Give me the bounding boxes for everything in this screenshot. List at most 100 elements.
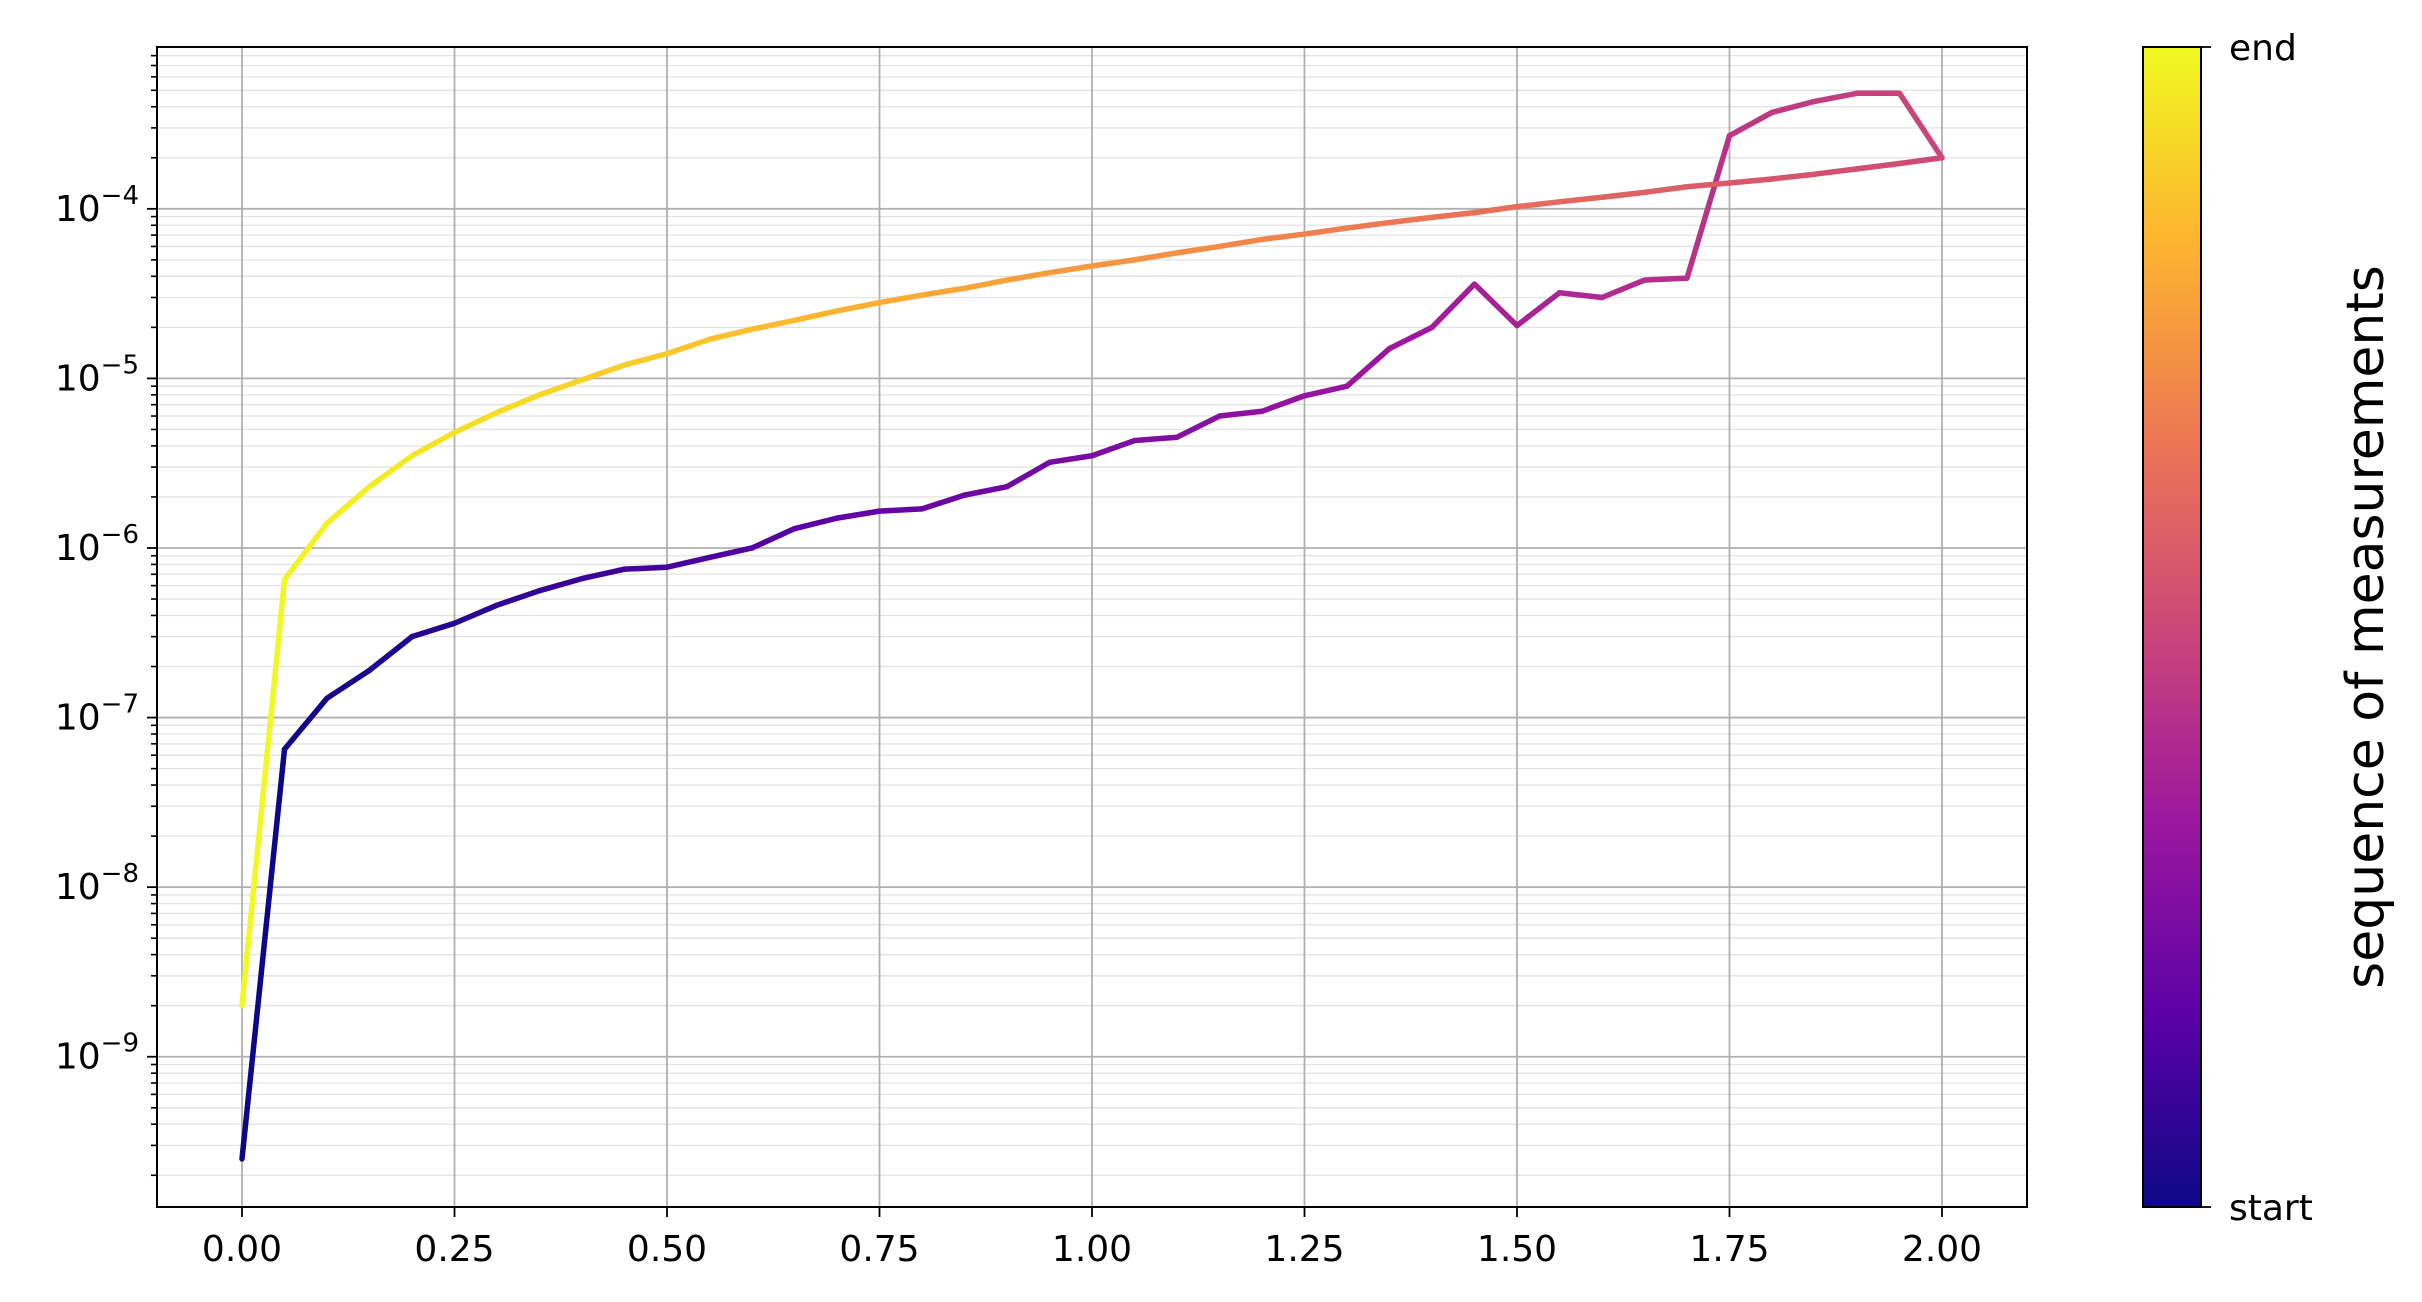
colorbar-label: sequence of measurements	[2336, 265, 2396, 989]
colorbar: end start sequence of measurements	[2142, 28, 2396, 1229]
series-segment	[1896, 155, 1945, 167]
colorbar-bar	[2142, 46, 2202, 1208]
series-segment	[621, 350, 670, 368]
series-segment	[1599, 277, 1648, 301]
series-segment	[1811, 166, 1860, 177]
y-tick-label: 10−6	[55, 520, 139, 569]
series-segment	[1344, 345, 1393, 389]
series-segment	[409, 429, 458, 459]
x-tick-label: 0.50	[627, 1229, 707, 1270]
series-segment	[1174, 413, 1223, 440]
series-segment	[1301, 383, 1350, 399]
series-segment	[791, 308, 840, 324]
x-tick-label: 1.25	[1264, 1229, 1344, 1270]
series-segment	[579, 566, 628, 582]
series-segment	[1726, 109, 1775, 139]
y-tick-label: 10−9	[55, 1029, 139, 1078]
series-segment	[1641, 275, 1690, 283]
series-segment	[749, 317, 798, 332]
series-segment	[919, 285, 968, 298]
plot-area: 0.00 0.25 0.50 0.75 1.00 1.25 1.50 1.75 2.00 10−9…	[55, 46, 2028, 1270]
x-tick-label: 0.25	[414, 1229, 494, 1270]
series-segment	[1046, 263, 1095, 276]
series-segment	[664, 554, 713, 570]
series-segment	[1089, 437, 1138, 459]
series-segment	[1811, 90, 1860, 105]
series-segment	[664, 336, 713, 357]
series-segment	[621, 564, 670, 572]
series-segment	[324, 483, 373, 526]
series-segment	[1684, 132, 1733, 281]
series-segment	[1004, 269, 1053, 283]
series-segment	[1471, 281, 1520, 329]
series-segment	[451, 409, 500, 436]
colorbar-tick-label-end: end	[2229, 28, 2297, 69]
series-segment	[1259, 393, 1308, 415]
series-segment	[536, 575, 585, 594]
series-segment	[1429, 209, 1478, 221]
series-segment	[1216, 408, 1265, 419]
y-tick-label: 10−8	[55, 859, 139, 908]
series-segment	[536, 377, 585, 398]
x-tick-label: 1.00	[1052, 1229, 1132, 1270]
series-segment	[1131, 250, 1180, 263]
series-segment	[324, 667, 373, 702]
series-segment	[876, 292, 925, 306]
series-segment	[1556, 289, 1605, 301]
series-segment	[494, 587, 543, 608]
x-tick-label: 0.00	[202, 1229, 282, 1270]
series-segment	[239, 746, 288, 1162]
y-tick-label: 10−7	[55, 690, 139, 739]
series-segment	[791, 515, 840, 532]
series-segment	[366, 633, 415, 674]
series-segment	[1386, 214, 1435, 226]
series-segment	[961, 277, 1010, 292]
y-tick-label: 10−5	[55, 350, 139, 399]
series-segment	[1046, 452, 1095, 466]
series-segment	[706, 545, 755, 561]
series-segment	[1726, 176, 1775, 186]
series-segment	[1896, 90, 1945, 161]
series-segment	[1641, 183, 1690, 196]
series-segment	[579, 362, 628, 383]
series-segment	[1514, 289, 1563, 329]
series-segment	[1004, 459, 1053, 490]
series-segment	[876, 506, 925, 514]
series-segment	[961, 483, 1010, 498]
series-segment	[1301, 225, 1350, 237]
x-tick-label: 1.50	[1477, 1229, 1557, 1270]
series-segment	[749, 525, 798, 551]
series-segment	[706, 326, 755, 343]
series-segment	[919, 492, 968, 512]
series-segment	[1131, 434, 1180, 444]
series-segment	[1684, 180, 1733, 190]
series-segment	[1216, 236, 1265, 250]
axes-frame	[156, 46, 2028, 1208]
series-segment	[1344, 219, 1393, 231]
series-segment	[281, 695, 330, 753]
series-segment	[1599, 189, 1648, 201]
series-segment	[1471, 203, 1520, 216]
series-segment	[1429, 281, 1478, 331]
series-segment	[1769, 98, 1818, 116]
x-tick-label: 2.00	[1902, 1229, 1982, 1270]
series-segment	[1386, 324, 1435, 352]
series-segment	[494, 392, 543, 416]
x-tick-label: 1.75	[1689, 1229, 1769, 1270]
series-segment	[366, 452, 415, 490]
series-segment	[834, 508, 883, 521]
series-segment	[1174, 243, 1223, 256]
x-tick-label: 0.75	[839, 1229, 919, 1270]
series-segment	[1854, 160, 1903, 172]
series-segment	[1089, 257, 1138, 269]
series-segment	[451, 602, 500, 626]
series-segment	[281, 520, 330, 583]
series-segment	[1769, 171, 1818, 182]
series-segment	[834, 299, 883, 314]
series-segment	[239, 576, 288, 1009]
series-segment	[1556, 194, 1605, 205]
colorbar-tick-label-start: start	[2229, 1188, 2313, 1229]
y-tick-label: 10−4	[55, 181, 139, 230]
series-segment	[1514, 199, 1563, 210]
